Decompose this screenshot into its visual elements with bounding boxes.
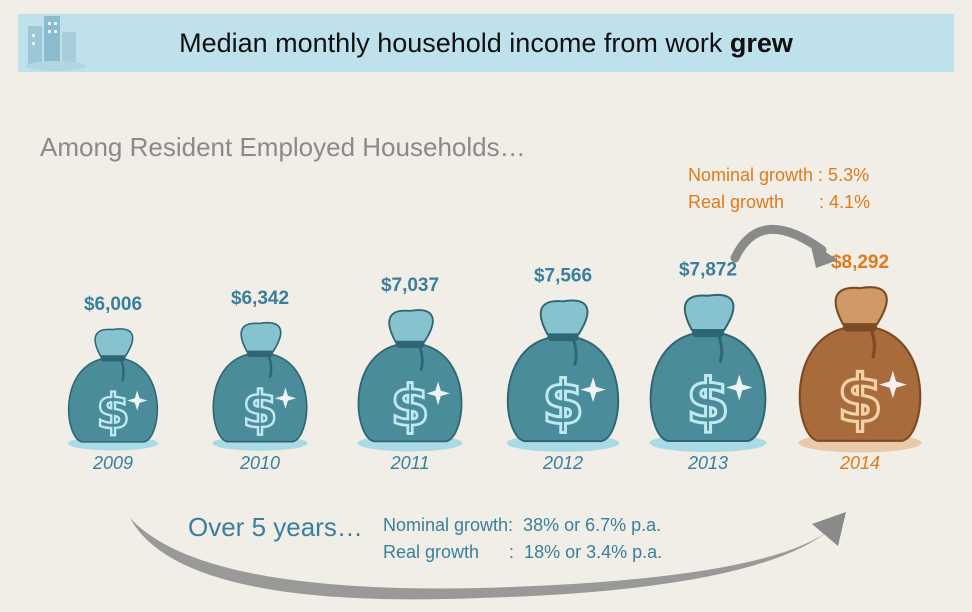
value-label-2010: $6,342 (231, 288, 289, 309)
money-bag-2009: $ (67, 328, 159, 451)
subtitle: Among Resident Employed Households… (40, 132, 526, 162)
money-bag-2010: $ (212, 321, 308, 451)
svg-text:$: $ (96, 384, 130, 440)
value-label-2009: $6,006 (84, 294, 142, 315)
five-year-arrow (130, 518, 832, 600)
five-year-label: Over 5 years… (188, 512, 363, 542)
year-label-2014: 2014 (839, 453, 880, 473)
year-label-2013: 2013 (687, 453, 728, 473)
annual-growth-arrowhead (810, 242, 838, 268)
five-year-growth-note: Nominal growth: 38% or 6.7% p.a. Real gro… (383, 512, 662, 566)
svg-text:$: $ (837, 362, 883, 438)
money-bag-2011: $ (357, 309, 463, 452)
svg-text:$: $ (390, 374, 429, 439)
five-year-nominal-growth: Nominal growth: 38% or 6.7% p.a. (383, 515, 662, 535)
five-year-real-growth: Real growth : 18% or 3.4% p.a. (383, 542, 663, 562)
title-banner: Median monthly household income from wor… (18, 14, 954, 72)
money-bag-2012: $ (506, 299, 620, 452)
svg-text:$: $ (242, 381, 277, 440)
annual-real-growth: Real growth : 4.1% (688, 192, 871, 212)
year-label-2009: 2009 (92, 453, 133, 473)
value-label-2011: $7,037 (381, 275, 439, 296)
money-bag-2013: $ (649, 293, 767, 453)
value-label-2014: $8,292 (831, 252, 889, 273)
year-label-2012: 2012 (542, 453, 583, 473)
svg-text:$: $ (542, 369, 584, 439)
annual-growth-note: Nominal growth : 5.3% Real growth : 4.1% (688, 162, 870, 216)
annual-nominal-growth: Nominal growth : 5.3% (688, 165, 870, 185)
city-buildings-icon (26, 16, 86, 71)
svg-text:$: $ (686, 365, 730, 438)
money-bag-2014: $ (798, 286, 922, 453)
value-label-2013: $7,872 (679, 260, 737, 281)
value-label-2012: $7,566 (534, 265, 592, 286)
year-label-2011: 2011 (390, 453, 430, 473)
year-label-2010: 2010 (239, 453, 280, 473)
annual-growth-arrow (730, 224, 827, 263)
page-title: Median monthly household income from wor… (179, 27, 793, 58)
five-year-arrowhead (812, 512, 846, 546)
